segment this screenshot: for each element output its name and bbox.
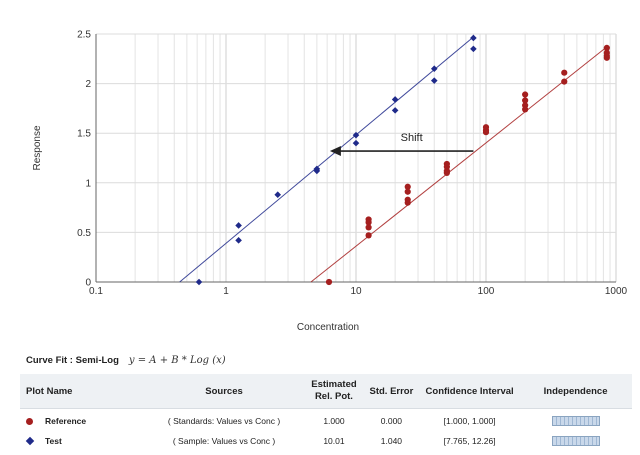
test-point xyxy=(470,45,477,53)
curve-fit-label: Curve Fit : Semi-Log xyxy=(26,354,119,366)
row-ci: [7.765, 12.26] xyxy=(443,436,496,446)
table-row[interactable]: Test ( Sample: Values vs Conc ) 10.01 1.… xyxy=(20,431,632,451)
reference-point xyxy=(561,78,568,85)
y-tick-label: 2.5 xyxy=(77,30,91,41)
row-plot-name: Reference xyxy=(20,416,143,426)
header-rel-pot[interactable]: Estimated Rel. Pot. xyxy=(305,379,362,403)
reference-point xyxy=(365,232,372,239)
y-tick-label: 0 xyxy=(85,278,91,289)
row-std-error: 1.040 xyxy=(380,436,403,446)
independence-bar-icon[interactable] xyxy=(551,416,600,426)
reference-point xyxy=(365,219,372,226)
reference-marker-icon xyxy=(26,417,33,425)
reference-point xyxy=(404,199,411,206)
row-name: Reference xyxy=(45,416,87,426)
y-tick-label: 1 xyxy=(85,178,91,189)
row-independence[interactable] xyxy=(519,436,632,446)
semi-log-chart: 0 0.5 1 1.5 2 2.5 0.1 1 10 100 1000 Shift Concentr… xyxy=(32,30,628,334)
data-points xyxy=(195,34,610,286)
y-axis-label: Response xyxy=(32,125,43,170)
reference-point xyxy=(603,44,610,51)
results-table: Plot Name Sources Estimated Rel. Pot. St… xyxy=(20,374,632,451)
reference-point xyxy=(522,106,529,113)
test-point xyxy=(391,107,399,114)
shift-label: Shift xyxy=(401,132,423,144)
reference-fit-line xyxy=(310,46,608,283)
test-point xyxy=(235,222,242,229)
row-rel-pot: 10.01 xyxy=(323,436,345,446)
reference-point xyxy=(482,129,490,136)
axes xyxy=(95,34,616,283)
reference-point xyxy=(365,224,372,231)
x-tick-label: 0.1 xyxy=(89,286,103,297)
reference-point xyxy=(325,278,333,286)
test-point xyxy=(430,65,438,73)
reference-point xyxy=(522,97,529,104)
x-tick-label: 100 xyxy=(478,286,495,297)
reference-point xyxy=(561,69,568,76)
y-tick-label: 0.5 xyxy=(77,228,91,239)
test-point xyxy=(274,191,282,199)
reference-point xyxy=(603,54,610,61)
tick-labels: 0 0.5 1 1.5 2 2.5 0.1 1 10 100 1000 xyxy=(77,30,627,298)
y-tick-label: 1.5 xyxy=(77,129,91,140)
header-sources[interactable]: Sources xyxy=(205,385,243,397)
x-tick-label: 1000 xyxy=(605,286,628,297)
independence-bar-icon[interactable] xyxy=(551,436,600,446)
test-point xyxy=(470,34,477,42)
row-name: Test xyxy=(45,436,62,446)
test-point xyxy=(352,131,360,139)
test-fit-line xyxy=(179,36,474,283)
header-rel-pot-line2: Rel. Pot. xyxy=(314,391,353,402)
row-ci: [1.000, 1.000] xyxy=(443,416,496,426)
shift-arrow-head-icon xyxy=(329,146,341,157)
header-independence[interactable]: Independence xyxy=(543,385,608,397)
shift-annotation: Shift xyxy=(329,132,474,157)
test-marker-icon xyxy=(25,436,35,446)
curve-fit-equation: y = A + B * Log (x) xyxy=(128,354,226,366)
reference-point xyxy=(404,183,411,190)
table-header: Plot Name Sources Estimated Rel. Pot. St… xyxy=(20,374,632,409)
row-source: ( Standards: Values vs Conc ) xyxy=(167,416,281,426)
header-rel-pot-line1: Estimated xyxy=(311,379,357,390)
table-row[interactable]: Reference ( Standards: Values vs Conc ) … xyxy=(20,411,632,431)
y-tick-label: 2 xyxy=(85,79,91,90)
row-plot-name: Test xyxy=(20,436,143,446)
test-point xyxy=(195,278,203,286)
test-point xyxy=(430,77,438,84)
fit-lines xyxy=(179,36,608,283)
x-tick-label: 1 xyxy=(223,286,229,297)
reference-point xyxy=(522,91,529,98)
reference-point xyxy=(443,169,450,176)
header-plot-name[interactable]: Plot Name xyxy=(26,385,73,397)
test-point xyxy=(235,237,242,244)
row-std-error: 0.000 xyxy=(380,416,403,426)
row-independence[interactable] xyxy=(519,416,632,426)
x-axis-label: Concentration xyxy=(297,322,359,333)
curve-fit-info: Curve Fit : Semi-Log y = A + B * Log (x) xyxy=(26,352,226,368)
header-confidence-interval[interactable]: Confidence Interval xyxy=(425,385,514,397)
x-tick-label: 10 xyxy=(350,286,362,297)
row-source: ( Sample: Values vs Conc ) xyxy=(172,436,276,446)
test-point xyxy=(391,96,399,103)
header-std-error[interactable]: Std. Error xyxy=(369,385,414,397)
reference-point xyxy=(404,188,411,195)
test-point xyxy=(352,139,360,147)
test-point xyxy=(313,165,321,173)
row-rel-pot: 1.000 xyxy=(323,416,345,426)
